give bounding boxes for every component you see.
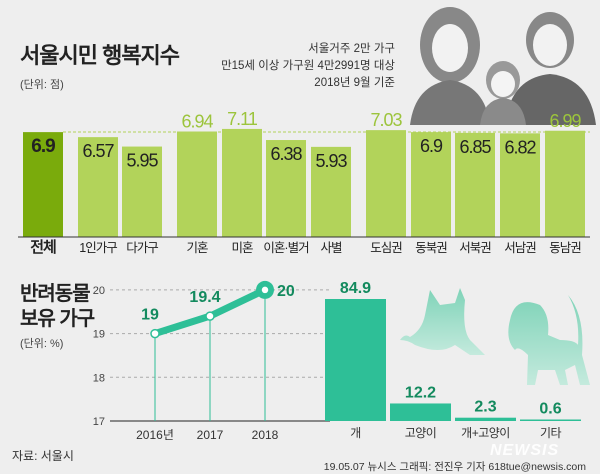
y-tick-label: 20 (93, 285, 105, 297)
survey-note: 2018년 9월 기준 (314, 77, 395, 89)
pet-line-chart: 17 18 19 20 2016년 2017 2018 19 19.4 20 (93, 280, 330, 442)
value-label: 20 (277, 283, 295, 300)
category-label: 동북권 (415, 241, 447, 255)
category-label: 기혼 (186, 241, 208, 255)
bar (366, 130, 406, 237)
category-label: 개 (350, 426, 361, 440)
bar (23, 132, 63, 237)
value-label: 84.9 (340, 280, 371, 297)
value-label: 12.2 (405, 384, 436, 401)
pet-title-line: 보유 가구 (20, 308, 95, 330)
value-label: 6.94 (181, 112, 213, 132)
y-tick-label: 19 (93, 329, 105, 341)
family-illustration (410, 7, 596, 125)
value-label: 2.3 (474, 399, 496, 416)
source-label: 자료: 서울시 (12, 449, 74, 463)
value-label: 6.57 (82, 141, 114, 161)
pet-type-bar-chart: 84.9 개 12.2 고양이 2.3 개+고양이 0.6 기타 (325, 280, 581, 440)
value-label: 6.99 (549, 111, 581, 131)
watermark: NEWSIS (490, 442, 560, 459)
data-point (150, 328, 160, 339)
category-label: 도심권 (370, 241, 402, 255)
category-label: 서남권 (504, 241, 536, 255)
bar (545, 130, 585, 237)
value-label: 6.9 (420, 136, 443, 156)
category-label: 1인가구 (79, 241, 117, 255)
y-tick-label: 17 (93, 416, 105, 428)
value-label: 5.95 (126, 151, 158, 171)
category-label: 서북권 (459, 241, 491, 255)
x-tick-label: 2018 (252, 428, 279, 442)
pet-title-line: 반려동물 (20, 283, 91, 305)
bar (500, 133, 540, 237)
value-label: 6.85 (459, 137, 491, 157)
bar (311, 146, 351, 237)
credit-label: 19.05.07 뉴시스 그래픽: 전진우 기자 618tue@newsis.c… (323, 461, 586, 473)
value-label: 6.9 (31, 136, 55, 157)
bar (520, 419, 581, 421)
bar (455, 417, 516, 421)
value-label: 7.03 (370, 110, 402, 130)
happiness-bar-chart: 6.9 전체 6.57 1인가구 5.95 다가구 6.94 기혼 7.11 미혼 6.38 이혼·별… (18, 109, 590, 256)
bar (455, 132, 495, 237)
pet-title: 반려동물 보유 가구 (20, 282, 95, 332)
category-label: 개+고양이 (461, 426, 510, 440)
category-label: 전체 (30, 239, 56, 256)
bar (78, 137, 118, 237)
category-label: 고양이 (405, 426, 437, 440)
category-label: 사별 (320, 241, 342, 255)
unit-label: (단위: 점) (20, 79, 64, 91)
bar (411, 132, 451, 237)
page-title: 서울시민 행복지수 (20, 43, 180, 68)
value-label: 5.93 (315, 151, 347, 171)
category-label: 기타 (540, 426, 562, 440)
bar (122, 146, 162, 237)
bar (390, 403, 451, 421)
survey-note: 만15세 이상 가구원 4만2991명 대상 (221, 60, 395, 72)
value-label: 19 (141, 307, 159, 324)
category-label: 동남권 (549, 241, 581, 255)
value-label: 19.4 (189, 289, 220, 306)
value-label: 6.82 (504, 137, 536, 157)
value-label: 7.11 (227, 109, 258, 129)
data-point (205, 311, 215, 321)
x-tick-label: 2017 (197, 428, 224, 442)
category-label: 미혼 (231, 241, 253, 255)
survey-note: 서울거주 2만 가구 (308, 43, 395, 55)
cat-silhouette (400, 288, 485, 355)
pet-illustration (400, 288, 590, 385)
dog-silhouette (508, 295, 590, 385)
y-tick-label: 18 (93, 372, 105, 384)
value-label: 6.38 (270, 144, 302, 164)
bar (325, 299, 386, 421)
data-point (260, 285, 270, 295)
category-label: 이혼·별거 (263, 241, 308, 255)
bar (222, 128, 262, 237)
bar (177, 131, 217, 237)
category-label: 다가구 (126, 241, 158, 255)
value-label: 0.6 (539, 401, 561, 418)
bar (266, 140, 306, 237)
x-tick-label: 2016년 (136, 428, 174, 442)
unit-label: (단위: %) (20, 338, 64, 350)
